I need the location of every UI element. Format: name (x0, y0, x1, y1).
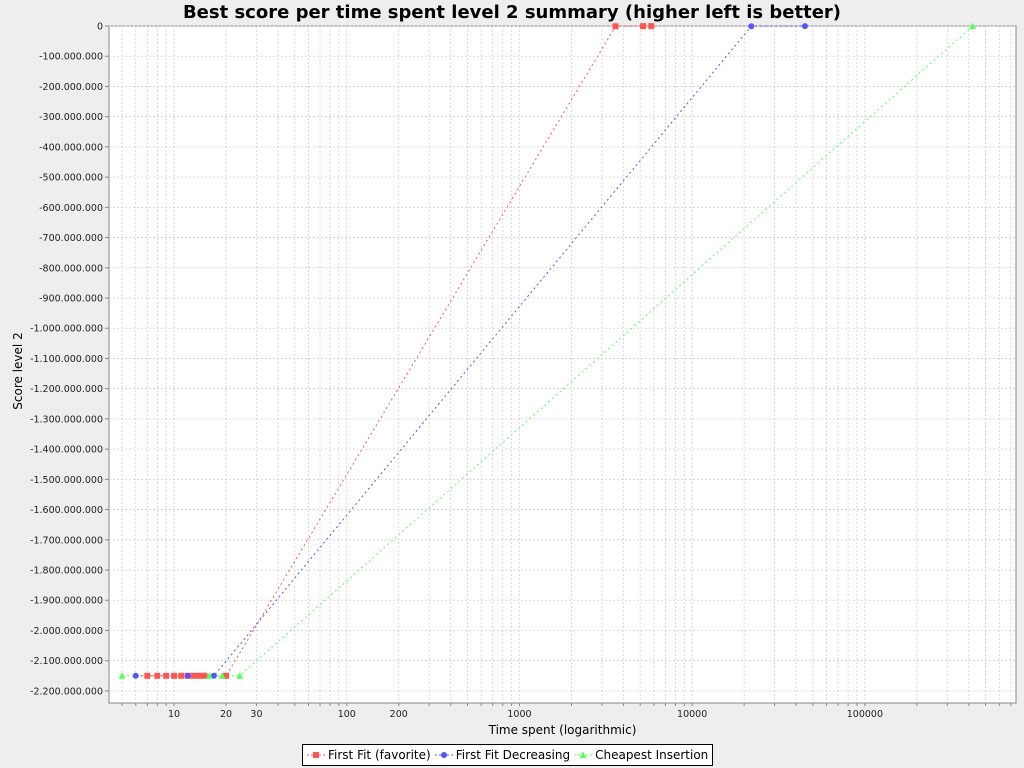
x-tick-label: 30 (250, 709, 262, 720)
data-point-series-0 (223, 672, 230, 679)
y-axis-label: Score level 2 (11, 332, 25, 409)
chart-title: Best score per time spent level 2 summar… (183, 2, 841, 23)
y-tick-label: -1.800.000.000 (30, 566, 103, 577)
data-point-series-2 (969, 22, 977, 30)
y-tick-label: -1.100.000.000 (30, 354, 103, 365)
legend-item: First Fit Decreasing (434, 748, 571, 762)
data-point-series-1 (801, 23, 808, 30)
data-point-series-2 (218, 672, 226, 679)
y-tick-label: -1.500.000.000 (30, 475, 103, 486)
y-tick-label: -400.000.000 (39, 142, 103, 153)
x-tick-label: 100000 (847, 709, 883, 720)
legend-label: First Fit Decreasing (455, 748, 571, 762)
data-point-series-1 (748, 23, 755, 30)
legend-label: First Fit (favorite) (328, 748, 431, 762)
data-point-series-0 (163, 672, 170, 679)
data-point-series-1 (210, 672, 217, 679)
legend-marker (313, 752, 319, 758)
x-axis-label: Time spent (logarithmic) (488, 723, 637, 737)
data-point-series-0 (201, 672, 208, 679)
data-point-series-0 (154, 672, 161, 679)
y-tick-label: -300.000.000 (39, 112, 103, 123)
y-tick-label: -1.000.000.000 (30, 324, 103, 335)
legend-marker (440, 752, 447, 758)
x-tick-label: 200 (390, 709, 408, 720)
legend-marker (579, 751, 587, 758)
y-tick-label: 0 (97, 22, 103, 33)
legend-item: First Fit (favorite) (307, 748, 431, 762)
y-tick-label: -200.000.000 (39, 82, 103, 93)
data-point-series-0 (178, 672, 185, 679)
y-tick-label: -600.000.000 (39, 203, 103, 214)
x-tick-label: 100 (338, 709, 356, 720)
y-tick-label: -2.200.000.000 (30, 686, 103, 697)
data-point-series-0 (144, 672, 151, 679)
legend-item: Cheapest Insertion (574, 748, 708, 762)
data-point-series-0 (648, 23, 655, 30)
data-point-series-0 (196, 672, 203, 679)
y-tick-label: -2.100.000.000 (30, 656, 103, 667)
y-tick-label: -1.600.000.000 (30, 505, 103, 516)
x-axis: 10 20 30 100 200 1000 10000 100000 (121, 703, 1012, 720)
data-point-series-0 (612, 23, 619, 30)
data-point-series-2 (205, 672, 213, 679)
data-point-series-1 (132, 672, 139, 679)
y-tick-label: -900.000.000 (39, 294, 103, 305)
x-tick-label: 20 (220, 709, 232, 720)
data-point-series-0 (171, 672, 178, 679)
data-point-series-1 (184, 672, 191, 679)
y-tick-label: -700.000.000 (39, 233, 103, 244)
legend: First Fit (favorite) First Fit Decreasing… (302, 744, 714, 766)
y-tick-label: -1.900.000.000 (30, 596, 103, 607)
x-tick-label: 1000 (507, 709, 531, 720)
y-tick-label: -800.000.000 (39, 263, 103, 274)
plot-area (108, 25, 1017, 704)
data-point-series-0 (640, 23, 647, 30)
y-tick-label: -1.300.000.000 (30, 414, 103, 425)
legend-symbol (434, 752, 453, 758)
y-tick-label: -1.700.000.000 (30, 535, 103, 546)
y-tick-label: -100.000.000 (39, 52, 103, 63)
data-point-series-2 (236, 672, 244, 679)
y-tick-label: -1.200.000.000 (30, 384, 103, 395)
data-point-series-2 (118, 672, 126, 679)
grid (109, 25, 1016, 703)
y-axis: 0 -100.000.000 -200.000.000 -300.000.000 -40… (30, 22, 109, 697)
x-tick-label: 10000 (677, 709, 707, 720)
y-tick-label: -500.000.000 (39, 173, 103, 184)
legend-label: Cheapest Insertion (595, 748, 709, 762)
legend-symbol (307, 752, 325, 758)
y-tick-label: -2.000.000.000 (30, 626, 103, 637)
legend-symbol (574, 751, 593, 758)
x-tick-label: 10 (168, 709, 180, 720)
data-point-series-0 (190, 672, 197, 679)
data-points (118, 22, 977, 679)
y-tick-label: -1.400.000.000 (30, 445, 103, 456)
